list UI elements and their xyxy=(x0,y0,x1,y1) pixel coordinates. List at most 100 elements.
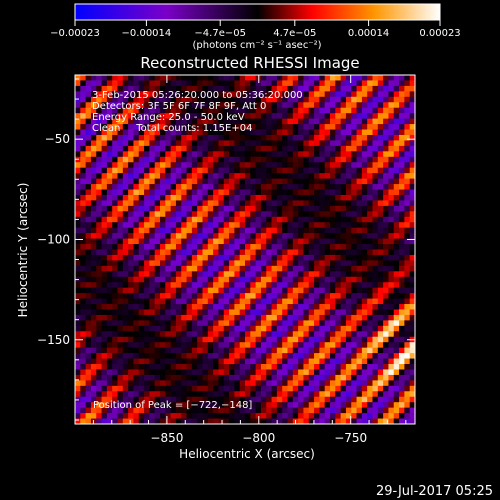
heatmap-cell xyxy=(213,402,219,409)
heatmap-cell xyxy=(75,380,81,387)
heatmap-cell xyxy=(250,102,257,109)
heatmap-cell xyxy=(170,113,177,120)
heatmap-cell xyxy=(314,96,320,103)
heatmap-cell xyxy=(234,85,241,92)
heatmap-cell xyxy=(298,418,304,424)
heatmap-cell xyxy=(340,211,347,218)
heatmap-cell xyxy=(292,91,299,98)
heatmap-cell xyxy=(282,385,288,392)
heatmap-cell xyxy=(207,396,214,403)
heatmap-cell xyxy=(335,380,342,387)
heatmap-cell xyxy=(106,336,113,343)
heatmap-cell xyxy=(106,418,113,424)
heatmap-cell xyxy=(250,407,257,414)
heatmap-cell xyxy=(361,385,368,392)
heatmap-cell xyxy=(165,325,172,332)
heatmap-cell xyxy=(117,271,124,278)
heatmap-cell xyxy=(117,265,124,272)
heatmap-cell xyxy=(356,96,363,103)
heatmap-cell xyxy=(330,298,336,305)
heatmap-cell xyxy=(128,134,134,141)
heatmap-cell xyxy=(345,113,352,120)
heatmap-cell xyxy=(234,287,241,294)
heatmap-cell xyxy=(361,298,368,305)
heatmap-cell xyxy=(303,309,310,316)
heatmap-cell xyxy=(138,254,145,261)
heatmap-cell xyxy=(202,380,209,387)
heatmap-cell xyxy=(351,211,357,218)
heatmap-cell xyxy=(229,320,235,327)
heatmap-cell xyxy=(223,325,230,332)
heatmap-cell xyxy=(340,336,347,343)
heatmap-cell xyxy=(239,227,246,234)
heatmap-cell xyxy=(213,113,219,120)
heatmap-cell xyxy=(399,173,405,180)
heatmap-cell xyxy=(345,75,352,81)
heatmap-cell xyxy=(239,396,246,403)
heatmap-cell xyxy=(404,85,411,92)
heatmap-cell xyxy=(207,211,214,218)
heatmap-cell xyxy=(229,113,235,120)
heatmap-cell xyxy=(96,222,102,229)
heatmap-cell xyxy=(303,118,310,125)
heatmap-cell xyxy=(149,178,156,185)
heatmap-cell xyxy=(245,205,251,212)
heatmap-cell xyxy=(186,129,193,136)
heatmap-cell xyxy=(399,298,405,305)
heatmap-cell xyxy=(308,156,315,163)
heatmap-cell xyxy=(170,244,177,250)
heatmap-cell xyxy=(229,205,235,212)
heatmap-cell xyxy=(175,102,182,109)
heatmap-cell xyxy=(213,287,219,294)
heatmap-cell xyxy=(90,107,97,114)
heatmap-cell xyxy=(367,145,373,152)
heatmap-cell xyxy=(229,151,235,158)
heatmap-cell xyxy=(409,244,415,250)
heatmap-cell xyxy=(122,342,129,349)
heatmap-cell xyxy=(377,385,384,392)
heatmap-cell xyxy=(117,249,124,256)
heatmap-cell xyxy=(324,385,331,392)
heatmap-cell xyxy=(223,282,230,289)
heatmap-cell xyxy=(250,418,257,424)
heatmap-cell xyxy=(260,118,267,125)
heatmap-cell xyxy=(175,325,182,332)
heatmap-cell xyxy=(319,96,326,103)
heatmap-cell xyxy=(245,320,251,327)
heatmap-cell xyxy=(314,162,320,169)
heatmap-cell xyxy=(106,407,113,414)
heatmap-cell xyxy=(154,331,161,338)
heatmap-cell xyxy=(377,167,384,174)
heatmap-cell xyxy=(112,178,118,185)
heatmap-cell xyxy=(106,309,113,316)
heatmap-cell xyxy=(271,102,278,109)
heatmap-cell xyxy=(383,124,389,130)
heatmap-cell xyxy=(356,287,363,294)
heatmap-cell xyxy=(276,369,283,376)
heatmap-cell xyxy=(250,233,257,239)
heatmap-cell xyxy=(276,265,283,272)
heatmap-cell xyxy=(282,282,288,289)
heatmap-cell xyxy=(144,391,150,398)
heatmap-cell xyxy=(393,134,400,141)
heatmap-cell xyxy=(170,107,177,114)
heatmap-cell xyxy=(250,254,257,261)
heatmap-cell xyxy=(96,271,102,278)
heatmap-cell xyxy=(260,396,267,403)
heatmap-cell xyxy=(335,331,342,338)
heatmap-cell xyxy=(255,369,262,376)
heatmap-cell xyxy=(138,249,145,256)
heatmap-cell xyxy=(351,107,357,114)
heatmap-cell xyxy=(128,75,134,81)
heatmap-cell xyxy=(324,347,331,354)
heatmap-cell xyxy=(223,347,230,354)
heatmap-cell xyxy=(361,75,368,81)
heatmap-cell xyxy=(356,358,363,365)
heatmap-cell xyxy=(239,200,246,207)
heatmap-cell xyxy=(80,380,87,387)
heatmap-cell xyxy=(170,353,177,359)
heatmap-cell xyxy=(404,369,411,376)
heatmap-cell xyxy=(314,107,320,114)
heatmap-cell xyxy=(186,314,193,321)
heatmap-cell xyxy=(234,249,241,256)
